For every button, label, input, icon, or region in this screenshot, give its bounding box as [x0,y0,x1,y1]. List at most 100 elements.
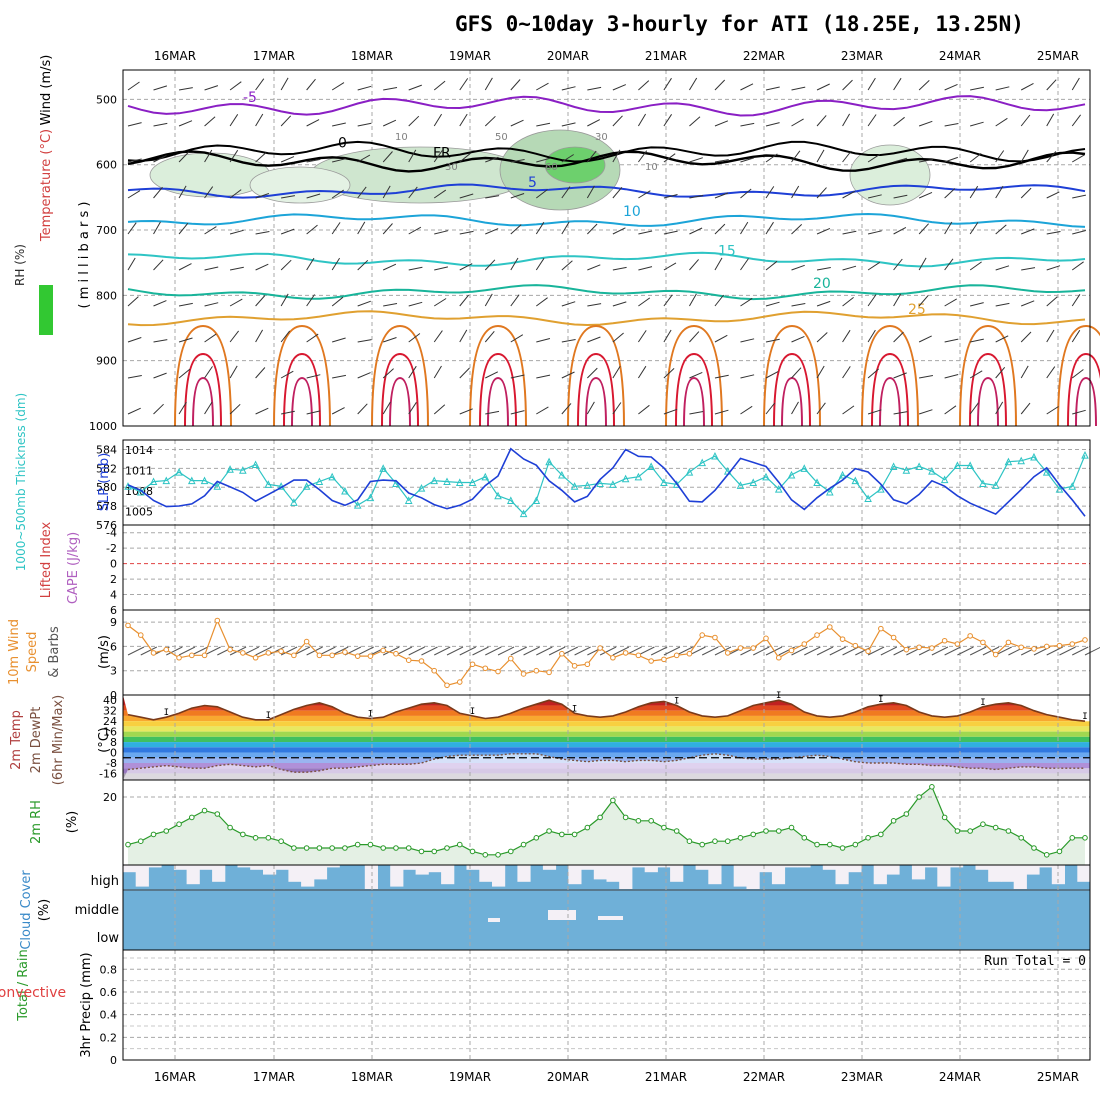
rh-marker [559,831,565,838]
wind-speed-marker [584,661,591,668]
wind-barb [153,403,164,415]
wind-barb [689,77,698,91]
rh-marker [303,845,310,851]
wind-barb [740,297,753,307]
date-label-bottom: 19MAR [449,1070,491,1084]
high-cloud-gap [581,865,595,870]
wind-barb [229,229,244,235]
wind-barb [663,153,676,163]
lifted-index-tick-label: -2 [106,542,117,555]
precip-tick-label: 0.2 [100,1031,118,1044]
date-label-top: 25MAR [1037,49,1079,63]
rh-marker [788,824,795,831]
high-cloud-gap [415,865,429,875]
wind-barb [842,150,852,163]
warm-contour [871,352,909,427]
thickness-marker [991,481,1000,489]
rh-marker [137,838,144,845]
temperature-color-band [123,715,1090,722]
warm-contour [683,376,705,427]
wind-barb [944,156,958,163]
warm-contour [1075,376,1097,427]
rh-marker [163,828,170,834]
warm-contour [479,352,517,427]
ylabel-wind-units: (m/s) [97,635,112,669]
wind-barb [816,149,825,163]
wind-barb [663,230,678,235]
rh-marker [903,811,910,817]
wind-barb [408,333,421,343]
wind-barb [510,257,519,271]
rh-marker [418,848,425,855]
warm-contour [969,352,1007,427]
wind-speed-marker [367,653,374,659]
lifted-index-tick-label: -4 [106,527,117,540]
surface-wind-barb [791,646,808,656]
wind-speed-marker [533,667,540,674]
wind-speed-marker [622,650,629,656]
wind-barb [893,293,902,307]
rh-marker [444,845,450,851]
wind-barb [587,336,601,343]
ylabel-cloud-units: (%) [37,899,52,922]
thickness-marker [940,475,949,484]
high-cloud-gap [733,865,747,887]
surface-wind-barb [1084,646,1100,656]
wind-speed-marker [737,645,744,651]
thickness-marker [226,465,234,473]
thickness-marker [1042,467,1051,476]
ylabel-minmax: (6hr Min/Max) [51,695,66,785]
wind-barb [153,339,168,343]
surface-wind-barb [485,646,502,656]
wind-barb [332,122,346,127]
wind-barb [638,404,650,415]
wind-barb [1020,365,1029,379]
rh-contour-label: 60 [545,162,558,173]
thickness-marker [609,480,617,488]
thickness-marker [1004,457,1013,466]
wind-barb [1046,329,1055,343]
thickness-marker [519,509,528,518]
wind-barb [459,78,469,91]
minmax-marker: I [368,710,373,720]
wind-speed-marker [865,648,871,655]
rh-marker [393,845,399,851]
wind-barb [663,368,675,379]
wind-barb [535,221,545,235]
surface-wind-barb [804,646,821,656]
wind-barb [765,153,778,163]
wind-barb [944,298,957,307]
wind-barb [587,264,601,271]
temperature-color-band [123,752,1090,758]
wind-barb [280,156,295,163]
wind-speed-marker [635,652,642,659]
surface-wind-barb [408,646,425,656]
wind-barb [969,153,982,163]
wind-barb [765,338,780,343]
cloud-level-label: middle [75,903,119,918]
temperature-color-band [123,721,1090,727]
wind-barb [382,401,391,415]
wind-barb [663,194,678,199]
wind-speed-marker [661,656,667,663]
wind-barb [740,221,749,235]
warm-contour [781,376,803,427]
wind-barb [204,366,213,379]
surface-wind-barb [446,646,464,656]
wind-barb [867,294,877,307]
rh-marker [456,841,463,848]
wind-speed-marker [265,650,272,656]
wind-barb [536,122,551,127]
wind-barb [510,224,522,235]
ylabel-convective: Convective [0,985,66,1001]
date-label-top: 19MAR [449,49,491,63]
minmax-marker: I [572,704,577,714]
rh-marker [763,828,769,834]
rh-marker [929,784,935,790]
surface-wind-barb [523,646,540,656]
wind-speed-marker [342,649,348,655]
rh-contour-label: 10 [395,132,408,143]
thickness-marker [928,467,936,475]
wind-speed-marker [354,653,361,659]
date-label-top: 18MAR [351,49,393,63]
